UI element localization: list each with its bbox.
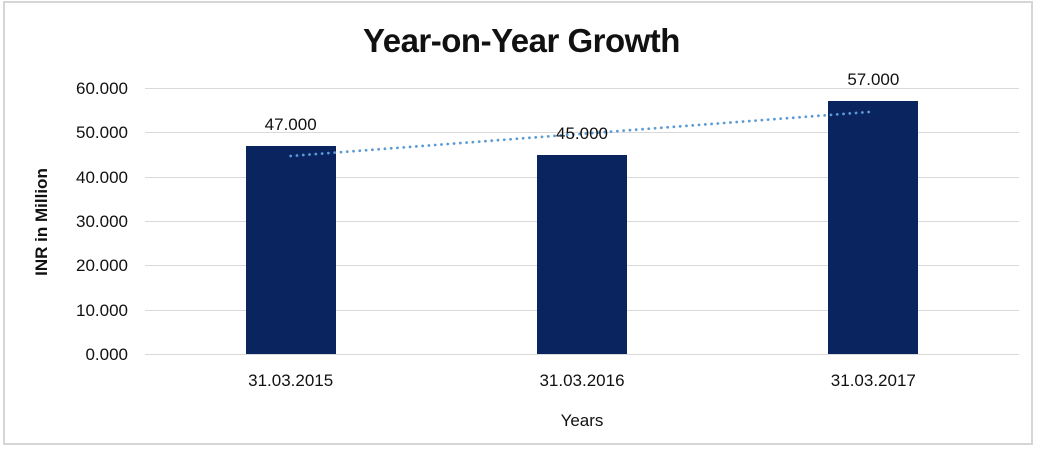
chart-title: Year-on-Year Growth [363, 22, 680, 59]
x-axis-title: Years [560, 411, 604, 430]
gridline [145, 354, 1019, 355]
y-axis-tick-label: 0.000 [85, 345, 128, 364]
gridline [145, 88, 1019, 89]
bar-31.03.2016 [537, 154, 627, 354]
bar-31.03.2015 [245, 145, 336, 354]
bar-value-label: 47.000 [264, 114, 317, 134]
y-axis-tick-label: 60.000 [76, 79, 128, 98]
bar-31.03.2017 [828, 101, 919, 354]
x-axis-category-label: 31.03.2015 [248, 371, 334, 390]
x-axis-category-label: 31.03.2017 [830, 371, 916, 390]
bar-value-label: 57.000 [847, 70, 900, 90]
y-axis-tick-label: 10.000 [76, 300, 128, 320]
y-axis-tick-label: 50.000 [76, 123, 128, 143]
y-axis-tick-label: 30.000 [76, 212, 128, 231]
y-axis-tick-label: 20.000 [76, 256, 128, 276]
x-axis-category-label: 31.03.2016 [539, 371, 625, 390]
bar-value-label: 45.000 [556, 123, 608, 143]
y-axis-tick-label: 40.000 [76, 167, 128, 187]
